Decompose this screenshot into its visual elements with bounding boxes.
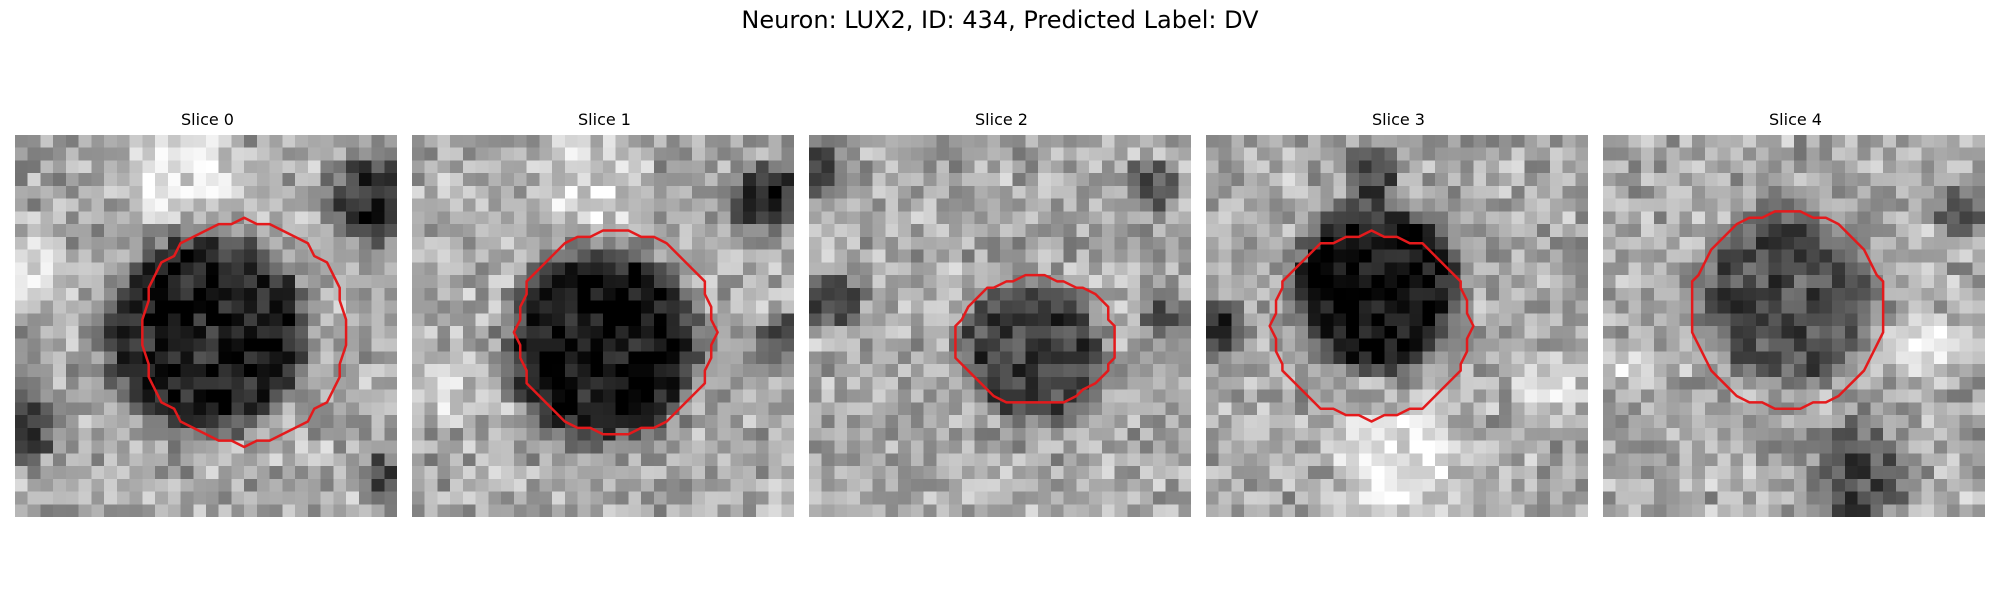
roi-contour (955, 275, 1114, 402)
slice-panel: Slice 1 (412, 108, 797, 518)
roi-contour (142, 218, 346, 447)
slice-panel: Slice 3 (1206, 108, 1591, 518)
roi-contour (514, 231, 718, 435)
roi-contour-overlay (1206, 135, 1588, 517)
figure-title: Neuron: LUX2, ID: 434, Predicted Label: … (741, 6, 1259, 34)
grayscale-slice-image (809, 135, 1191, 517)
grayscale-slice-image (15, 135, 397, 517)
roi-contour-overlay (809, 135, 1191, 517)
roi-contour (1270, 231, 1474, 422)
roi-contour-overlay (15, 135, 397, 517)
slice-title: Slice 3 (1372, 110, 1425, 129)
slice-title: Slice 4 (1769, 110, 1822, 129)
grayscale-slice-image (1603, 135, 1985, 517)
roi-contour-overlay (1603, 135, 1985, 517)
roi-contour (1692, 211, 1883, 408)
slice-title: Slice 2 (975, 110, 1028, 129)
slice-title: Slice 0 (181, 110, 234, 129)
slice-panel: Slice 4 (1603, 108, 1988, 518)
slice-panel: Slice 0 (15, 108, 400, 518)
slice-title: Slice 1 (578, 110, 631, 129)
roi-contour-overlay (412, 135, 794, 517)
grayscale-slice-image (412, 135, 794, 517)
slice-panel: Slice 2 (809, 108, 1194, 518)
